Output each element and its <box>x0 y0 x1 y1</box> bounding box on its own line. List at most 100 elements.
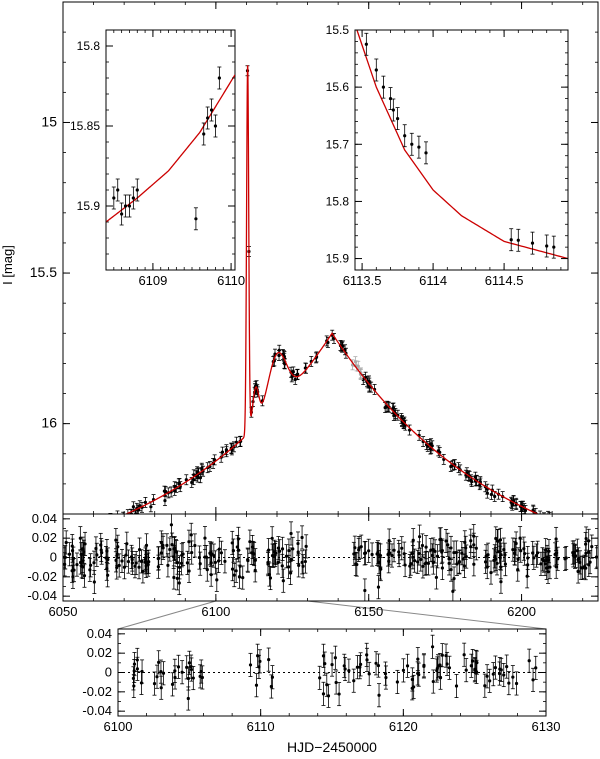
inset-left-y-tick-label: 15.9 <box>77 199 101 213</box>
residuals-data-point <box>416 560 420 564</box>
residuals-data-point <box>75 563 79 567</box>
residuals-data-point <box>209 561 213 565</box>
residuals-data-point <box>547 549 551 553</box>
residuals-data-point <box>130 561 134 565</box>
residuals-zoom-data-point <box>376 663 381 668</box>
residuals-zoom-data-point <box>483 684 487 688</box>
residuals-zoom-data-point <box>132 662 137 666</box>
residuals-data-point <box>556 557 560 561</box>
residuals-zoom-data-point <box>337 692 341 696</box>
residuals-data-point <box>545 555 549 559</box>
residuals-data-point <box>291 547 295 551</box>
residuals-data-point <box>411 538 415 542</box>
residuals-data-point <box>586 550 591 554</box>
residuals-zoom-data-point <box>155 675 159 679</box>
residuals-x-tick-label: 6050 <box>49 604 78 619</box>
residuals-data-point <box>116 545 120 549</box>
residuals-zoom-data-point <box>131 676 136 680</box>
residuals-data-point <box>187 569 191 573</box>
residuals-data-point <box>126 559 130 564</box>
x-axis-label: HJD−2450000 <box>287 739 377 755</box>
residuals-y-tick-label: 0 <box>50 550 57 565</box>
residuals-data-point <box>219 551 223 555</box>
residuals-zoom-data-point <box>534 666 538 670</box>
residuals-data-point <box>584 551 588 555</box>
residuals-data-point <box>526 556 530 560</box>
residuals-data-point <box>379 567 383 571</box>
residuals-data-point <box>573 554 578 558</box>
residuals-data-point <box>553 552 557 556</box>
residuals-data-point <box>554 537 558 541</box>
residuals-data-point <box>231 549 235 553</box>
inset-left-x-tick-label: 6110 <box>217 273 245 288</box>
residuals-y-tick-label: -0.04 <box>27 588 57 603</box>
residuals-zoom-data-point <box>321 692 326 696</box>
residuals-data-point <box>499 565 503 569</box>
residuals-data-point <box>424 561 428 565</box>
inset-left-data-point <box>112 196 116 200</box>
residuals-data-point <box>447 561 451 565</box>
residuals-zoom-data-point <box>502 673 506 677</box>
inset-right-panel: 6113.5 6114 6114.5 15.5 15.6 15.7 15.8 15.9 <box>326 23 569 288</box>
residuals-zoom-data-point <box>325 683 329 687</box>
residuals-data-point <box>134 561 138 565</box>
residuals-data-point <box>484 554 488 558</box>
inset-left-data-point <box>116 188 120 192</box>
zoom-connector-line <box>307 600 547 630</box>
residuals-data-point <box>137 565 141 569</box>
residuals-data-point <box>216 559 221 563</box>
residuals-data-point <box>170 543 174 547</box>
residuals-data-point <box>137 548 142 552</box>
residuals-zoom-data-point <box>186 696 190 701</box>
inset-right-x-tick-label: 6114 <box>419 273 447 288</box>
residuals-data-point <box>114 538 118 542</box>
residuals-zoom-data-point <box>254 683 259 687</box>
residuals-data-point <box>143 560 147 564</box>
residuals-data-point <box>168 547 172 552</box>
residuals-data-point <box>375 552 379 556</box>
residuals-zoom-data-point <box>323 662 327 666</box>
residuals-data-point <box>542 559 546 563</box>
data-point <box>383 406 387 410</box>
residuals-data-point <box>241 575 245 580</box>
residuals-data-point <box>177 581 181 585</box>
residuals-data-point <box>531 551 535 555</box>
residuals-zoom-data-point <box>401 668 406 672</box>
inset-right-data-point <box>388 96 393 101</box>
residuals-data-point <box>584 566 588 570</box>
inset-left-data-point <box>123 204 128 208</box>
residuals-data-point <box>539 562 543 566</box>
inset-right-y-tick-label: 15.9 <box>326 252 350 266</box>
residuals-data-point <box>512 551 517 555</box>
residuals-data-point <box>253 558 257 562</box>
residuals-data-point <box>64 540 68 545</box>
residuals-data-point <box>584 536 588 541</box>
residuals-data-point <box>419 557 423 562</box>
residuals-zoom-data-point <box>454 684 459 688</box>
residuals-data-point <box>536 551 540 555</box>
residuals-data-point <box>301 564 305 568</box>
residuals-data-point <box>234 569 238 573</box>
residuals-zoom-panel: 6100 6110 6120 6130 0.04 0.02 0 -0.02 -0.04 <box>82 626 560 734</box>
residuals-data-point <box>444 539 448 543</box>
residuals-data-point <box>402 552 406 556</box>
residuals-data-point <box>223 559 227 563</box>
residuals-data-point <box>354 562 358 566</box>
residuals-y-tick-label: 0.02 <box>32 530 57 545</box>
residuals-zoom-y-tick-label: 0 <box>105 665 112 680</box>
residuals-data-point <box>503 562 507 566</box>
residuals-data-point <box>124 553 128 557</box>
data-point <box>290 375 294 379</box>
residuals-data-point <box>174 550 178 554</box>
residuals-data-point <box>435 554 440 558</box>
residuals-zoom-data-point <box>139 681 144 685</box>
residuals-zoom-y-tick-label: 0.02 <box>87 645 112 660</box>
inset-left-data-point <box>213 124 218 128</box>
residuals-data-point <box>172 555 176 559</box>
residuals-data-point <box>235 545 239 549</box>
residuals-data-point <box>421 564 425 568</box>
residuals-zoom-y-tick-label: 0.04 <box>87 626 112 641</box>
residuals-data-point <box>280 564 284 568</box>
inset-right-data-point <box>381 85 385 89</box>
